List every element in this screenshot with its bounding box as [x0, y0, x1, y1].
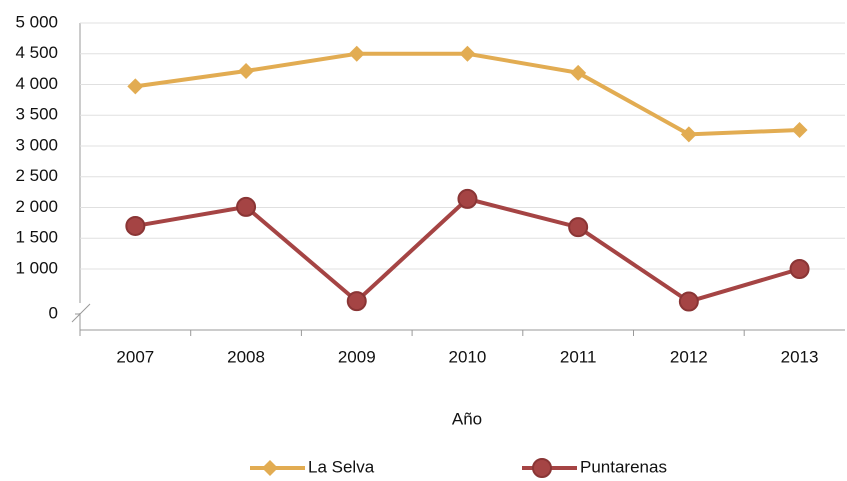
marker	[789, 259, 810, 279]
x-axis-label: Año	[452, 409, 482, 428]
y-tick-label: 5 000	[15, 12, 58, 31]
y-tick-label: 2 500	[15, 166, 58, 185]
marker	[791, 122, 808, 139]
y-tick-label: 1 500	[15, 228, 58, 247]
y-tick-label: 3 500	[15, 105, 58, 124]
marker	[678, 291, 699, 312]
y-tick-label: 4 500	[15, 43, 58, 62]
legend-label: Puntarenas	[580, 457, 667, 476]
marker	[238, 62, 255, 79]
x-tick-label: 2013	[781, 347, 819, 366]
axis-break	[71, 303, 91, 323]
marker	[532, 458, 552, 478]
x-tick-label: 2008	[227, 347, 265, 366]
y-tick-label: 2 000	[15, 197, 58, 216]
x-tick-label: 2012	[670, 347, 708, 366]
x-tick-label: 2007	[116, 347, 154, 366]
x-tick-label: 2011	[560, 347, 597, 366]
series-line	[135, 51, 800, 137]
marker	[346, 291, 367, 312]
marker	[568, 217, 589, 238]
y-tick-label: 3 000	[15, 135, 58, 154]
x-tick-label: 2010	[449, 347, 487, 366]
x-tick-label: 2009	[338, 347, 376, 366]
marker	[125, 215, 146, 236]
marker	[680, 126, 697, 143]
marker	[459, 45, 476, 62]
marker	[348, 45, 365, 62]
y-tick-label: 4 000	[15, 74, 58, 93]
marker	[127, 78, 144, 95]
marker	[236, 196, 257, 217]
marker	[570, 64, 587, 81]
marker	[457, 188, 478, 209]
series-line	[135, 196, 801, 304]
y-tick-label: 1 000	[15, 258, 58, 277]
y-tick-label: 0	[49, 303, 58, 322]
legend-label: La Selva	[308, 457, 375, 476]
marker	[262, 460, 278, 476]
